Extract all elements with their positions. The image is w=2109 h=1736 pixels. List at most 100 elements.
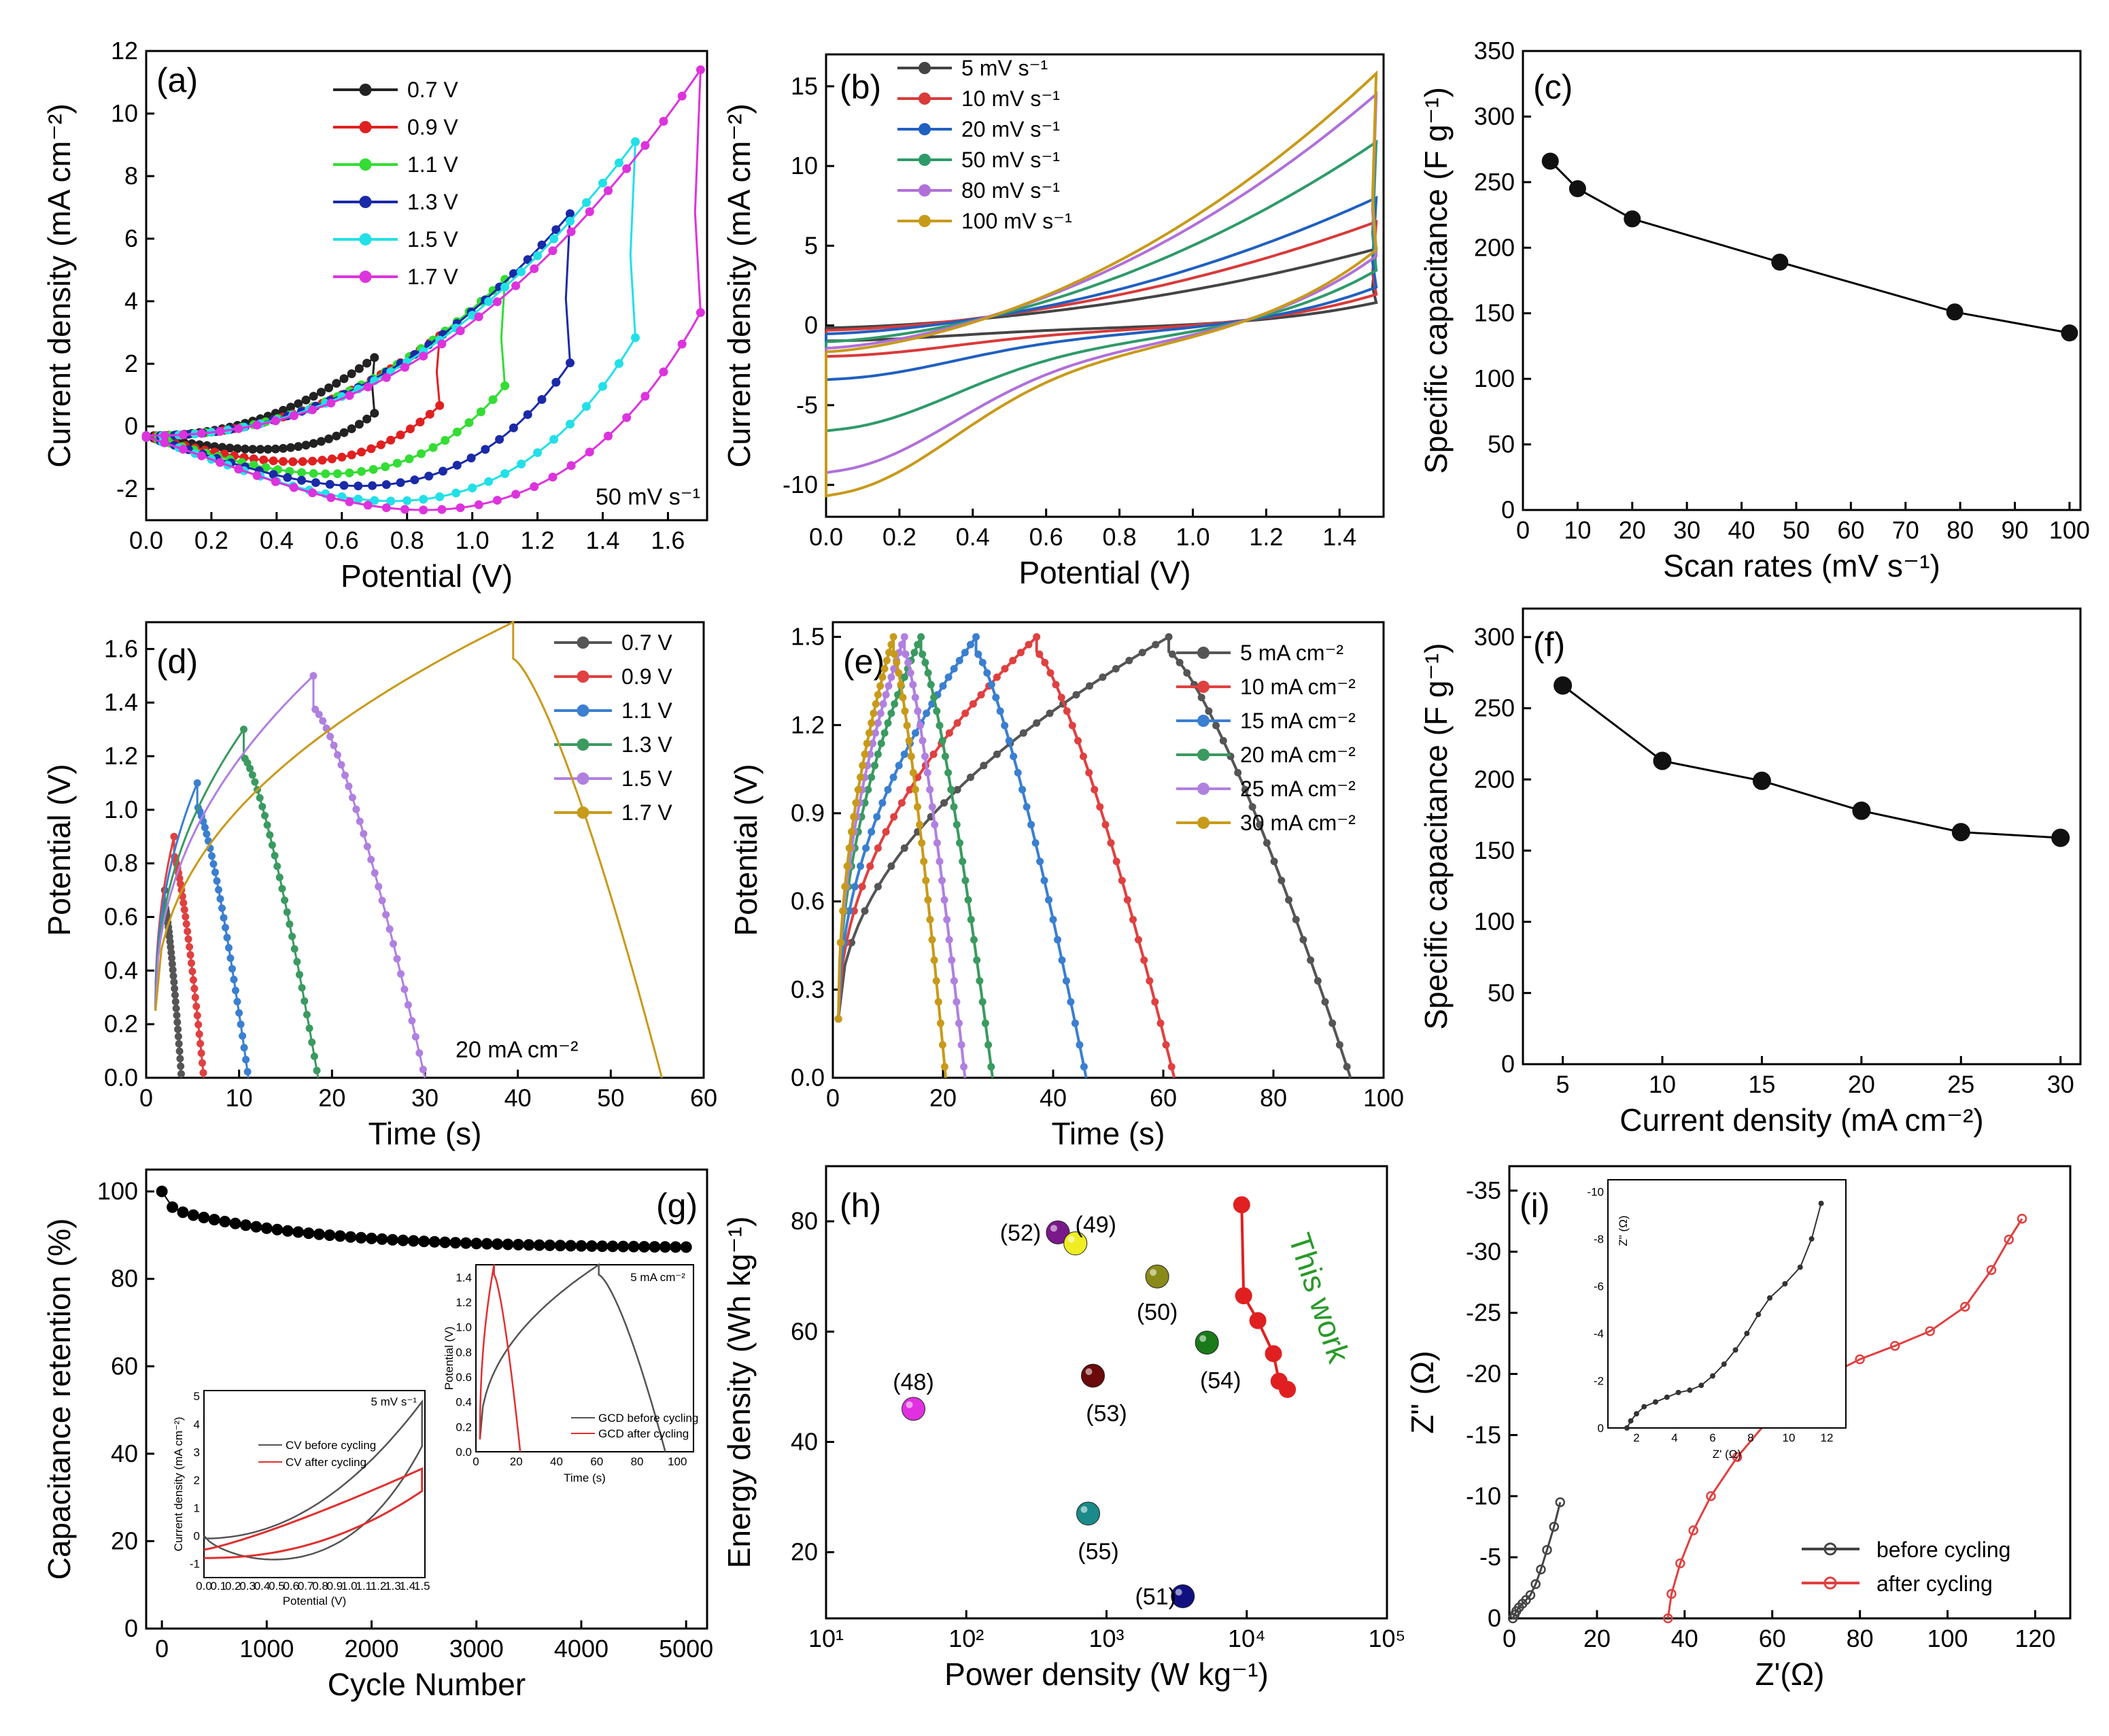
inset-annotation: 5 mA cm⁻² [630,1271,685,1284]
retention-point [565,1240,577,1252]
gcd-marker [939,682,947,690]
gcd-marker [400,985,409,993]
retention-point [670,1241,682,1253]
x-axis-label: Cycle Number [328,1667,526,1702]
cv-marker [308,488,318,498]
nyquist-marker [1706,1491,1716,1501]
cv-marker [492,496,502,505]
data-point [1951,823,1970,842]
gcd-marker [1023,803,1031,811]
inset-x-tick: 4 [1671,1431,1677,1444]
retention-point [428,1236,441,1248]
gcd-marker [907,752,915,760]
retention-point [460,1237,472,1249]
gcd-marker [1292,915,1300,923]
cv-marker [339,374,349,384]
cv-marker [316,388,326,397]
cv-marker [357,466,366,476]
x-tick-label: 60 [1837,516,1864,544]
gcd-marker [179,899,188,907]
cv-marker [263,445,273,454]
cv-marker [370,353,379,362]
gcd-marker [880,665,889,673]
y-tick-label: 10 [791,152,818,180]
gcd-marker [192,1002,201,1010]
y-tick-label: -20 [1466,1360,1501,1388]
legend-label: 25 mA cm⁻² [1240,777,1356,801]
cv-marker [548,473,558,482]
gcd-marker [887,641,895,649]
legend-label: after cycling [1876,1571,1993,1596]
cv-marker [347,450,356,460]
gcd-marker [964,896,972,904]
gcd-marker [882,691,890,699]
x-tick-label: 60 [1150,1084,1177,1112]
gcd-marker [170,832,178,840]
y-axis-label: Capacitance retention (%) [41,1219,77,1580]
legend-marker [577,806,589,819]
legend-label: 5 mA cm⁻² [1240,641,1343,665]
cv-marker [484,297,494,306]
gcd-marker [404,1001,412,1009]
cv-marker [354,494,363,504]
x-axis-label: Potential (V) [1018,555,1190,590]
cv-marker [248,445,258,454]
cv-marker [466,454,476,462]
cv-marker [441,436,450,445]
cv-marker [566,420,575,429]
gcd-marker [176,1055,184,1063]
cv-marker [386,435,396,445]
gcd-marker [263,821,271,829]
gcd-marker [1101,821,1110,829]
x-tick-label: 50 [1783,516,1810,544]
panel-i: 0 20 40 60 80 100 1200-5-10-15-20-25-30-35Z'(Ω… [1405,1165,2072,1692]
cv-marker [354,481,363,491]
inset-legend-label: GCD after cycling [598,1427,689,1440]
retention-point [219,1216,231,1227]
cv-marker [234,464,243,474]
cv-marker [321,469,330,479]
gcd-marker [1085,768,1093,777]
inset-nyquist-marker [1744,1330,1750,1336]
gcd-marker [945,729,953,737]
inset-y-tick: -2 [1594,1374,1604,1387]
y-tick-label: 1.4 [104,688,138,716]
retention-point [208,1214,220,1226]
gcd-marker [885,682,893,690]
gcd-marker [911,785,919,794]
x-tick-label: 0.6 [1029,523,1063,551]
inset-nyquist-marker [1698,1382,1704,1389]
inset-x-label: Time (s) [564,1471,606,1484]
inset-x-tick: 6 [1709,1431,1715,1444]
gcd-marker [861,750,869,758]
nyquist-marker [1986,1265,1997,1276]
gcd-marker [987,1063,995,1071]
cv-marker [566,358,575,368]
gcd-marker [870,709,878,717]
retention-point [334,1230,346,1242]
gcd-marker [305,1024,313,1032]
gcd-marker [936,721,944,730]
gcd-marker [1212,721,1220,730]
y-tick-label: 0.0 [104,1063,138,1091]
panel-label: (b) [840,68,881,106]
gcd-marker [1096,803,1104,811]
legend-marker [1197,783,1210,795]
retention-point [345,1231,357,1243]
gcd-marker [408,1017,416,1025]
gcd-marker [944,768,953,777]
cv-marker [640,141,650,150]
gcd-marker [281,896,289,904]
cv-marker [332,469,342,479]
cv-marker [548,246,558,256]
retention-point [292,1226,305,1238]
x-tick-label: 10 [1564,516,1591,544]
gcd-marker [367,855,375,864]
gcd-marker [239,1032,247,1040]
gcd-marker [884,719,892,727]
gcd-marker [1025,641,1033,649]
gcd-marker [927,681,935,689]
gcd-marker [957,1041,965,1049]
cv-marker [484,477,494,486]
gcd-marker [1307,956,1315,964]
